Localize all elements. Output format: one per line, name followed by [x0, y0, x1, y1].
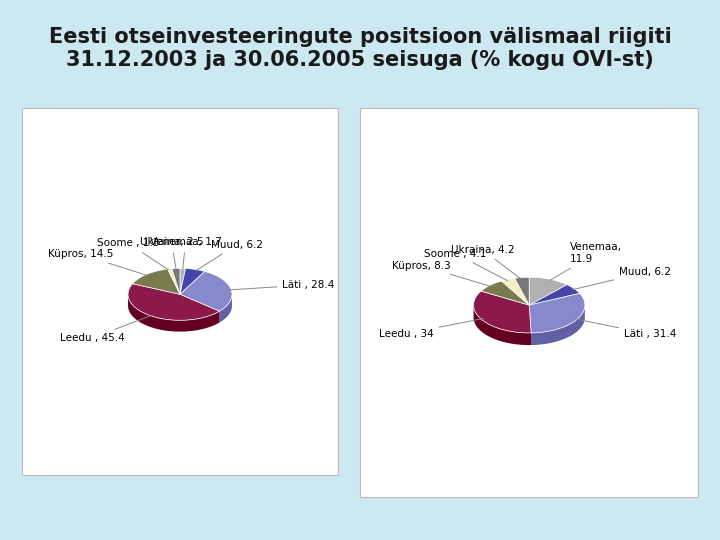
Polygon shape — [128, 295, 220, 332]
Text: Venemaa,
11.9: Venemaa, 11.9 — [550, 242, 622, 280]
Polygon shape — [531, 304, 585, 345]
Text: Küpros, 14.5: Küpros, 14.5 — [48, 249, 148, 275]
Polygon shape — [515, 277, 529, 305]
Text: Leedu , 34: Leedu , 34 — [379, 319, 483, 339]
Polygon shape — [529, 277, 567, 305]
Polygon shape — [180, 272, 232, 311]
Polygon shape — [180, 268, 186, 294]
Text: Muud, 6.2: Muud, 6.2 — [572, 267, 671, 289]
Text: Küpros, 8.3: Küpros, 8.3 — [392, 261, 491, 287]
Text: Soome , 4.1: Soome , 4.1 — [424, 248, 508, 281]
Polygon shape — [529, 285, 580, 305]
Text: Läti , 28.4: Läti , 28.4 — [229, 280, 335, 290]
Polygon shape — [168, 268, 180, 294]
Text: Soome , 1.3: Soome , 1.3 — [97, 238, 168, 270]
Text: Läti , 31.4: Läti , 31.4 — [575, 319, 677, 339]
Polygon shape — [132, 269, 180, 294]
Text: Venemaa, 1.7: Venemaa, 1.7 — [150, 238, 222, 268]
Polygon shape — [172, 268, 180, 294]
Text: Leedu , 45.4: Leedu , 45.4 — [60, 315, 153, 343]
Polygon shape — [220, 294, 232, 322]
Text: Ukraina, 2.5: Ukraina, 2.5 — [140, 238, 204, 268]
Polygon shape — [502, 278, 529, 305]
Polygon shape — [474, 304, 531, 345]
Polygon shape — [128, 284, 220, 320]
Polygon shape — [180, 268, 204, 294]
Polygon shape — [474, 291, 531, 333]
Polygon shape — [481, 281, 529, 305]
Text: Muud, 6.2: Muud, 6.2 — [197, 240, 263, 271]
Text: Ukraina, 4.2: Ukraina, 4.2 — [451, 245, 521, 279]
Polygon shape — [529, 293, 585, 333]
Text: Eesti otseinvesteeringute positsioon välismaal riigiti
31.12.2003 ja 30.06.2005 : Eesti otseinvesteeringute positsioon väl… — [49, 27, 671, 70]
